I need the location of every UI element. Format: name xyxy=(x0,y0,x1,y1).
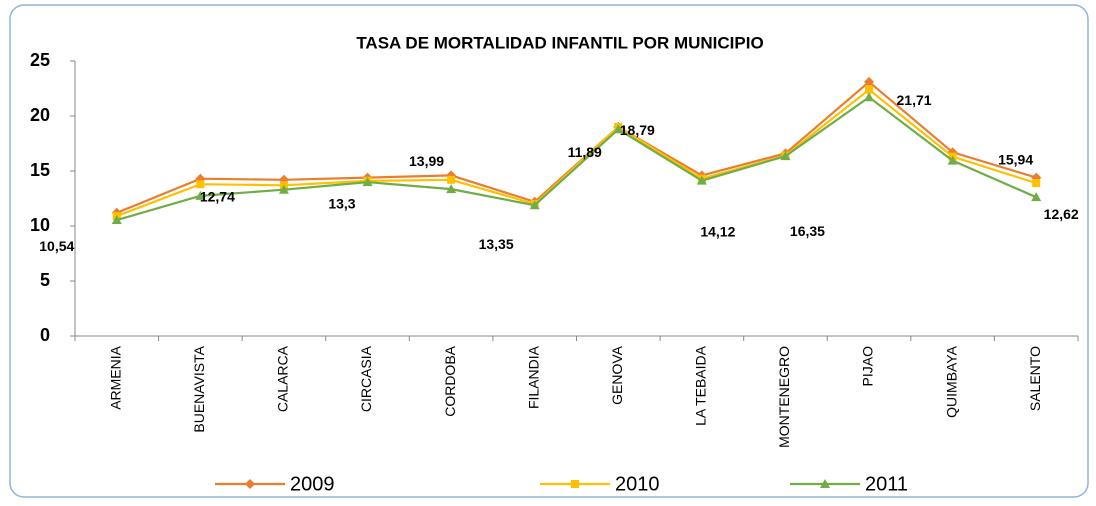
x-tick-label: PIJAO xyxy=(860,346,876,387)
x-tick-label: QUIMBAYA xyxy=(943,345,959,417)
point-marker xyxy=(613,124,624,134)
point-marker xyxy=(446,184,457,194)
legend-marker xyxy=(571,480,579,488)
point-marker xyxy=(195,190,206,200)
point-marker xyxy=(529,200,540,210)
y-tick-label: 5 xyxy=(40,270,50,290)
x-tick-label: SALENTO xyxy=(1027,346,1043,411)
point-marker xyxy=(447,175,456,184)
point-marker xyxy=(780,151,791,161)
legend-label: 2011 xyxy=(865,473,908,495)
y-tick-label: 0 xyxy=(40,325,50,345)
point-marker xyxy=(196,180,205,189)
data-label: 11,89 xyxy=(568,144,602,160)
y-tick-label: 15 xyxy=(30,160,50,180)
data-label: 13,3 xyxy=(328,195,355,211)
x-tick-label: MONTENEGRO xyxy=(776,346,792,448)
data-label: 12,62 xyxy=(1044,206,1079,222)
point-marker xyxy=(1031,192,1042,202)
y-tick-label: 25 xyxy=(30,50,50,70)
data-label: 18,79 xyxy=(620,122,655,138)
x-tick-label: BUENAVISTA xyxy=(191,345,207,432)
legend-marker xyxy=(820,479,830,488)
x-tick-label: CALARCA xyxy=(275,345,291,412)
point-marker xyxy=(696,175,707,185)
data-label: 13,99 xyxy=(409,153,444,169)
x-tick-label: CIRCASIA xyxy=(358,345,374,412)
chart-frame xyxy=(9,4,1089,498)
x-tick-label: FILANDIA xyxy=(525,345,541,409)
point-marker xyxy=(278,184,289,194)
y-tick-label: 20 xyxy=(30,105,50,125)
point-marker xyxy=(865,85,874,94)
legend-label: 2009 xyxy=(290,473,335,495)
point-marker xyxy=(864,76,875,87)
data-label: 15,94 xyxy=(998,151,1033,167)
x-tick-label: LA TEBAIDA xyxy=(693,345,709,426)
x-tick-label: ARMENIA xyxy=(107,345,123,409)
data-label: 12,74 xyxy=(200,189,235,205)
point-marker xyxy=(947,155,958,165)
point-marker xyxy=(362,177,373,187)
data-label: 14,12 xyxy=(700,223,735,239)
data-label: 21,71 xyxy=(897,92,932,108)
x-tick-label: GENOVA xyxy=(609,345,625,405)
data-label: 10,54 xyxy=(39,238,74,254)
point-marker xyxy=(1032,179,1041,188)
data-label: 13,35 xyxy=(479,236,514,252)
legend-label: 2010 xyxy=(615,473,660,495)
y-tick-label: 10 xyxy=(30,215,50,235)
legend-marker xyxy=(245,479,255,489)
chart-title: TASA DE MORTALIDAD INFANTIL POR MUNICIPI… xyxy=(356,33,763,52)
data-label: 16,35 xyxy=(790,223,825,239)
series-line xyxy=(116,95,1037,222)
x-tick-label: CORDOBA xyxy=(442,345,458,416)
point-marker xyxy=(111,215,122,225)
point-marker xyxy=(864,92,875,102)
series-line xyxy=(116,88,1037,218)
